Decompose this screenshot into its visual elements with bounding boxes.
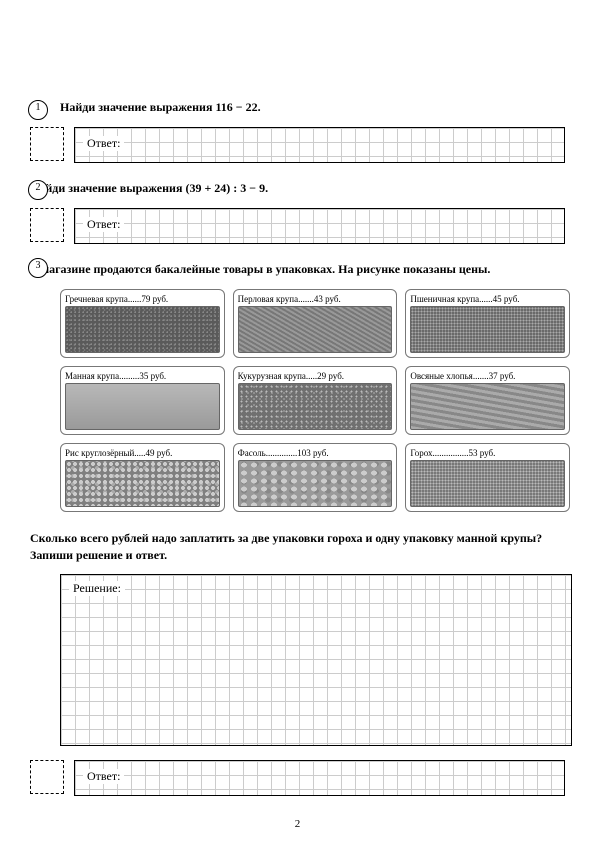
product-card: Овсяные хлопья.......37 руб. bbox=[405, 366, 570, 435]
question-number-2: 2 bbox=[28, 180, 48, 200]
answer-row-1: Ответ: bbox=[30, 127, 565, 163]
product-grid: Гречневая крупа......79 руб. Перловая кру… bbox=[60, 289, 570, 512]
product-label: Горох................53 руб. bbox=[410, 448, 565, 458]
product-card: Гречневая крупа......79 руб. bbox=[60, 289, 225, 358]
question-2-text: Найди значение выражения (39 + 24) : 3 −… bbox=[30, 181, 565, 196]
answer-grid-1[interactable]: Ответ: bbox=[74, 127, 565, 163]
product-image bbox=[65, 383, 220, 430]
product-label: Пшеничная крупа......45 руб. bbox=[410, 294, 565, 304]
answer-grid-2[interactable]: Ответ: bbox=[74, 208, 565, 244]
answer-row-3: Ответ: bbox=[30, 760, 565, 796]
product-label: Кукурузная крупа.....29 руб. bbox=[238, 371, 393, 381]
question-number-1: 1 bbox=[28, 100, 48, 120]
product-label: Перловая крупа.......43 руб. bbox=[238, 294, 393, 304]
product-card: Пшеничная крупа......45 руб. bbox=[405, 289, 570, 358]
question-1-text: Найди значение выражения 116 − 22. bbox=[60, 100, 565, 115]
answer-label-1: Ответ: bbox=[83, 136, 124, 151]
product-image bbox=[65, 460, 220, 507]
product-card: Рис круглозёрный.....49 руб. bbox=[60, 443, 225, 512]
solution-label: Решение: bbox=[69, 581, 125, 596]
score-box-3 bbox=[30, 760, 64, 794]
product-card: Фасоль..............103 руб. bbox=[233, 443, 398, 512]
product-card: Перловая крупа.......43 руб. bbox=[233, 289, 398, 358]
answer-label-2: Ответ: bbox=[83, 217, 124, 232]
product-image bbox=[238, 460, 393, 507]
product-image bbox=[238, 383, 393, 430]
answer-label-3: Ответ: bbox=[83, 769, 124, 784]
answer-grid-3[interactable]: Ответ: bbox=[74, 760, 565, 796]
product-image bbox=[410, 306, 565, 353]
product-image bbox=[238, 306, 393, 353]
product-card: Горох................53 руб. bbox=[405, 443, 570, 512]
product-label: Гречневая крупа......79 руб. bbox=[65, 294, 220, 304]
question-3-text: Сколько всего рублей надо заплатить за д… bbox=[30, 530, 565, 564]
product-card: Кукурузная крупа.....29 руб. bbox=[233, 366, 398, 435]
product-image bbox=[65, 306, 220, 353]
product-label: Манная крупа.........35 руб. bbox=[65, 371, 220, 381]
score-box-1 bbox=[30, 127, 64, 161]
product-card: Манная крупа.........35 руб. bbox=[60, 366, 225, 435]
question-3-intro: В магазине продаются бакалейные товары в… bbox=[30, 262, 565, 277]
product-image bbox=[410, 460, 565, 507]
question-number-3: 3 bbox=[28, 258, 48, 278]
product-label: Фасоль..............103 руб. bbox=[238, 448, 393, 458]
solution-grid[interactable]: Решение: bbox=[60, 574, 572, 746]
product-label: Рис круглозёрный.....49 руб. bbox=[65, 448, 220, 458]
product-image bbox=[410, 383, 565, 430]
answer-row-2: Ответ: bbox=[30, 208, 565, 244]
product-label: Овсяные хлопья.......37 руб. bbox=[410, 371, 565, 381]
score-box-2 bbox=[30, 208, 64, 242]
page-number: 2 bbox=[0, 818, 595, 830]
worksheet-page: 1 Найди значение выражения 116 − 22. Отв… bbox=[0, 0, 595, 834]
